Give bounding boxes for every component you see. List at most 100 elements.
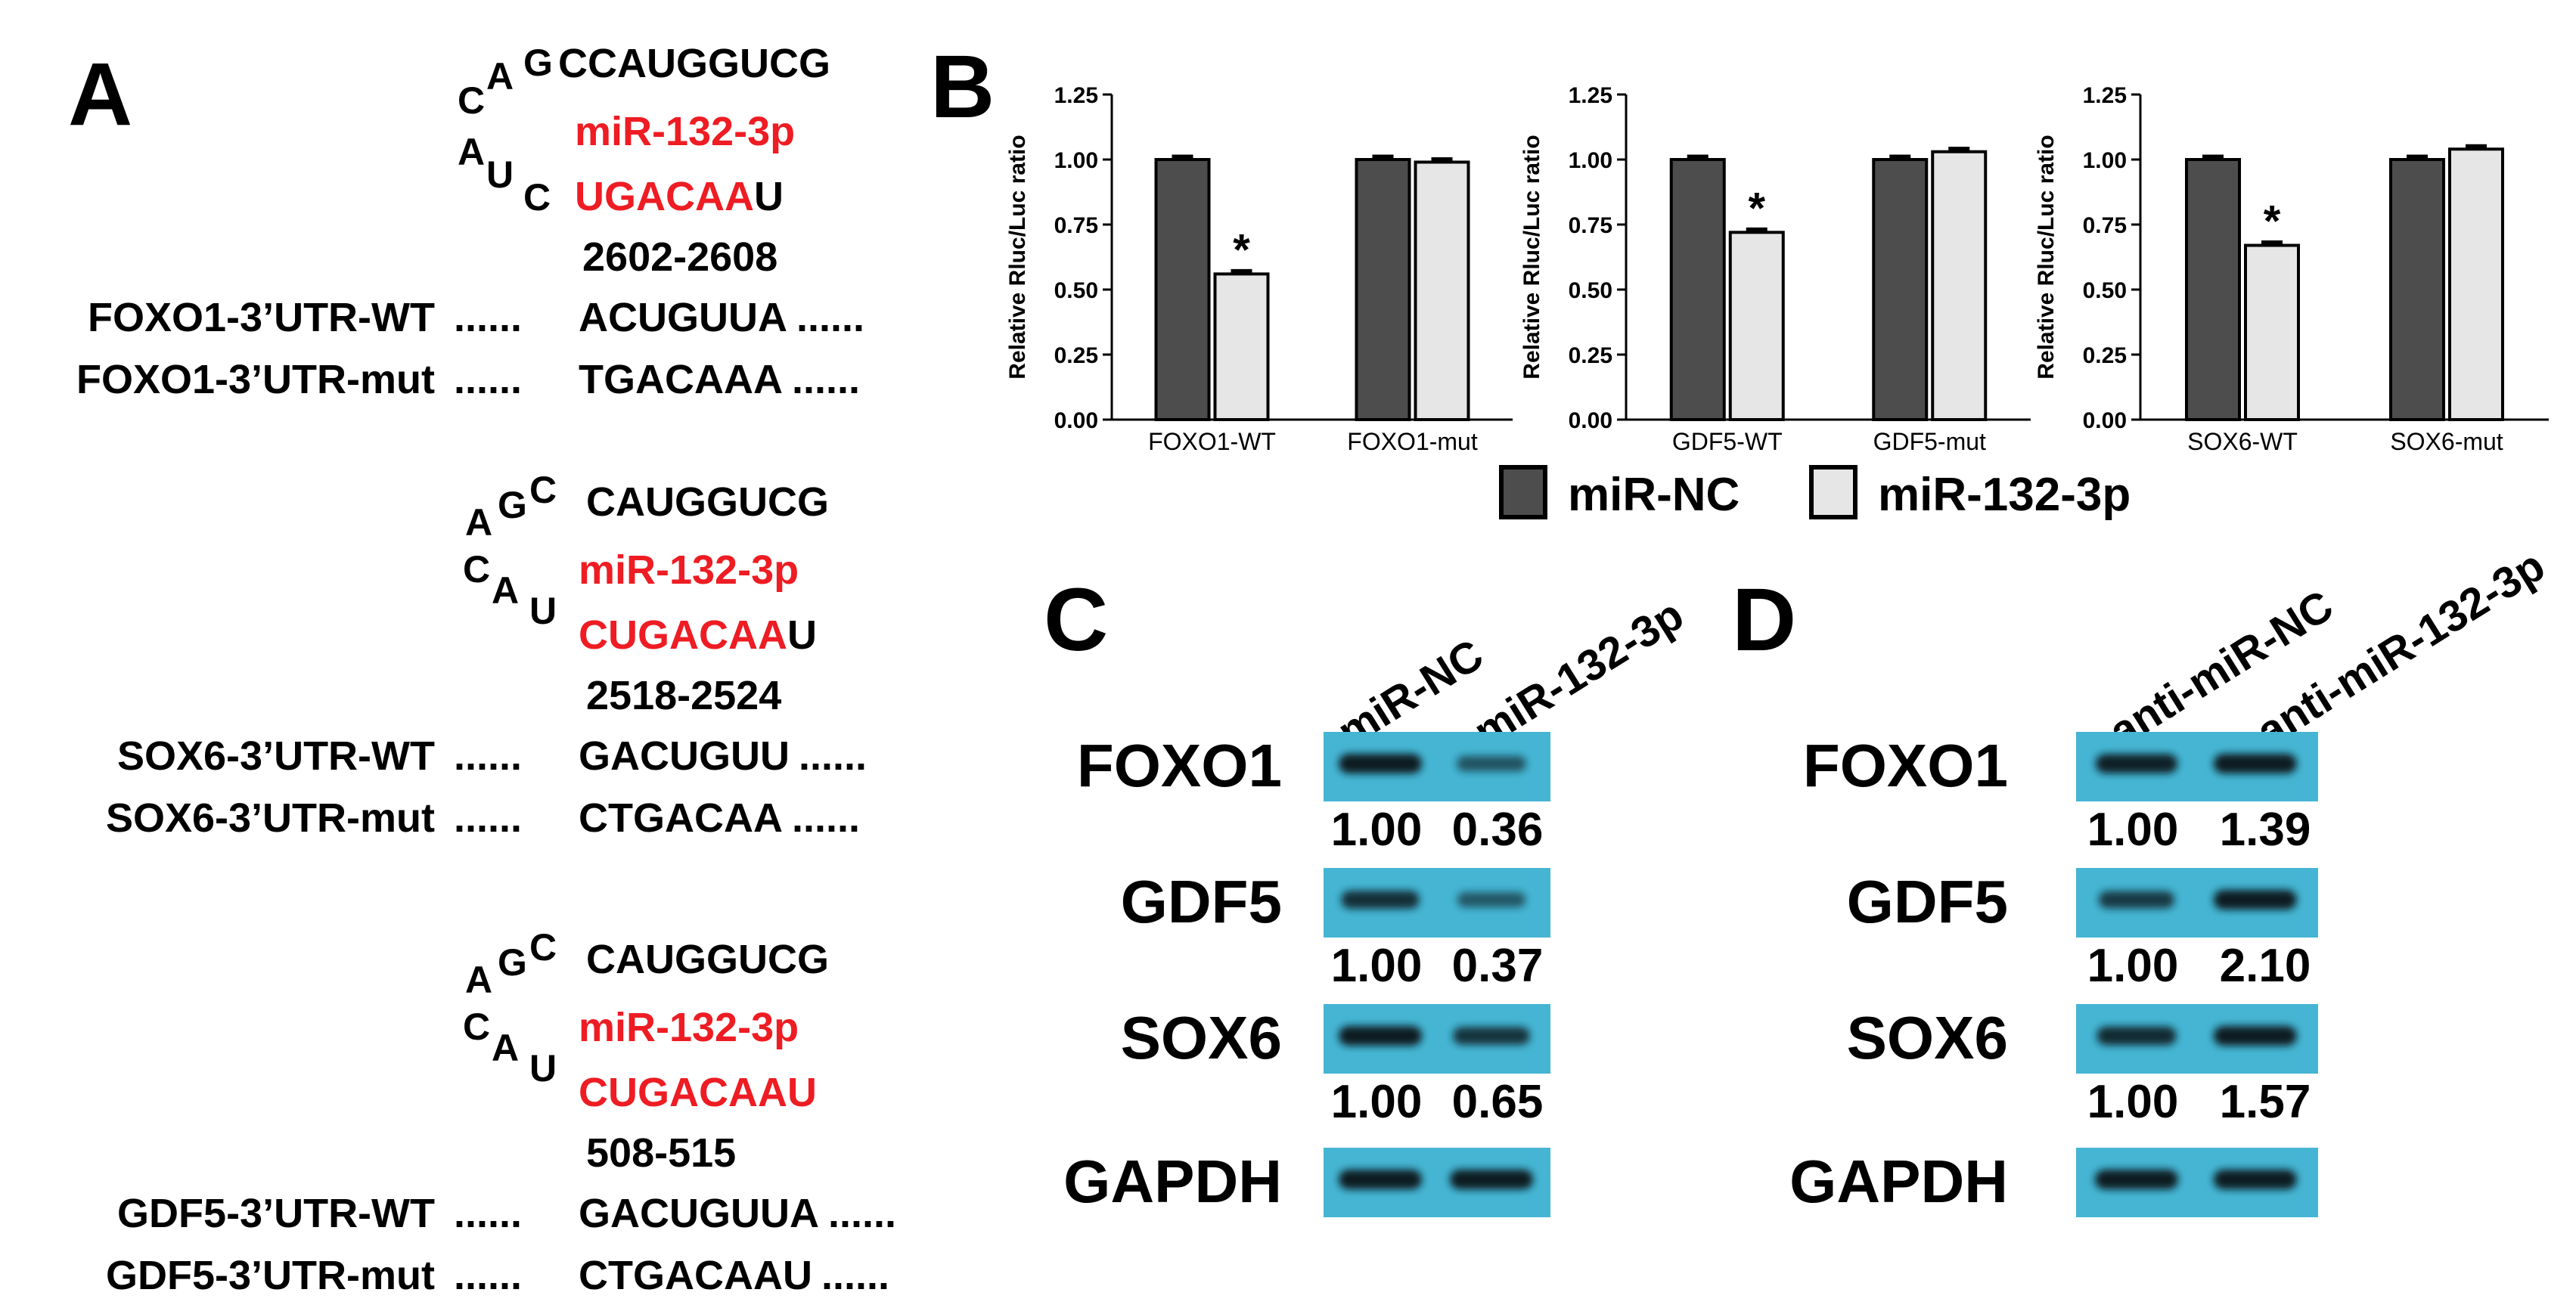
dots: ...... (454, 357, 522, 402)
x-tick-label: GDF5-mut (1873, 428, 1986, 455)
bar (1728, 231, 1785, 421)
protein-label: GAPDH (1789, 1148, 2008, 1215)
band-intensity-value: 1.00 (2087, 804, 2179, 856)
y-tick-label: 0.50 (1569, 278, 1612, 303)
mirna-top-sequence: CCAUGGUCG (558, 41, 830, 86)
mut-label: SOX6-3’UTR-mut (106, 795, 435, 841)
dots: ...... (454, 733, 522, 779)
y-tick-label: 0.75 (1054, 213, 1098, 238)
mirna-seed-sequence: CUGACAAU (579, 612, 817, 658)
mirna-seed-sequence: UGACAAU (575, 174, 784, 219)
y-tick-label: 1.25 (2083, 83, 2127, 108)
bar (1669, 158, 1726, 421)
mut-sequence: CTGACAA (579, 795, 783, 841)
binding-position: 2602-2608 (582, 234, 777, 280)
protein-label: GDF5 (1847, 868, 2008, 935)
bar (2389, 158, 2445, 421)
loop-nucleotide: C (458, 79, 485, 122)
protein-band (1339, 1026, 1422, 1046)
sequence-group: A G CC A UCAUGGUCGmiR-132-3pCUGACAAU508-515G… (106, 926, 896, 1298)
bar-chart: 0.00 0.25 0.50 0.75 1.00 1.25 Relative Rluc/Lu… (1519, 83, 2031, 455)
y-tick-label: 0.50 (1054, 278, 1098, 303)
protein-label: FOXO1 (1803, 732, 2008, 799)
bar (1414, 160, 1470, 421)
legend: miR-NC miR-132-3p (1499, 465, 2131, 521)
bar (2244, 243, 2300, 421)
protein-band (1450, 1170, 1533, 1189)
protein-band (2095, 1170, 2178, 1189)
mut-sequence: TGACAAA (579, 357, 783, 402)
loop-nucleotide: C (463, 1006, 490, 1048)
protein-band (2098, 891, 2175, 909)
protein-band (1339, 754, 1422, 773)
y-tick-label: 1.25 (1054, 83, 1098, 108)
mirna-name: miR-132-3p (579, 547, 799, 593)
blot-row: GAPDH (1063, 1148, 1550, 1217)
mut-label: FOXO1-3’UTR-mut (76, 357, 435, 402)
blot-row: GDF5 1.00 2.10 (1847, 868, 2318, 992)
y-tick-label: 1.00 (1054, 148, 1098, 173)
band-intensity-value: 1.00 (1331, 804, 1423, 856)
band-intensity-value: 2.10 (2220, 940, 2311, 992)
protein-band (2096, 1026, 2177, 1046)
protein-band (2095, 754, 2178, 773)
loop-nucleotide: U (529, 590, 557, 632)
wt-label: FOXO1-3’UTR-WT (88, 295, 435, 340)
legend-item: miR-132-3p (1809, 465, 2131, 521)
y-tick-label: 0.25 (1054, 343, 1098, 368)
blot-row: FOXO1 1.00 0.36 (1077, 732, 1550, 856)
protein-band (2213, 754, 2297, 773)
panel-b-charts: 0.00 0.25 0.50 0.75 1.00 1.25 Relative Rluc/Lu… (1005, 83, 2549, 455)
dots: ...... (454, 295, 522, 340)
bar (1213, 272, 1270, 421)
panel-label-c: C (1044, 570, 1108, 670)
loop-nucleotide: C (529, 469, 557, 511)
mut-label: GDF5-3’UTR-mut (106, 1253, 435, 1298)
mirna-top-sequence: CAUGGUCG (586, 937, 829, 982)
seed-tail: U (787, 612, 817, 658)
loop-nucleotide: A (465, 501, 492, 544)
protein-label: FOXO1 (1077, 732, 1282, 799)
dots: ...... (792, 795, 860, 841)
loop-nucleotide: G (498, 484, 527, 526)
y-tick-label: 0.25 (1569, 343, 1612, 368)
seed-tail: U (754, 174, 784, 219)
loop-nucleotide: A (465, 959, 492, 1001)
y-tick-label: 0.00 (2083, 408, 2127, 433)
blot-row: GDF5 1.00 0.37 (1121, 868, 1550, 992)
dots: ...... (828, 1191, 896, 1236)
band-intensity-value: 1.00 (1331, 940, 1423, 992)
panel-label-b: B (930, 37, 995, 137)
bar (2185, 158, 2241, 421)
protein-band (2213, 1026, 2297, 1046)
y-tick-label: 0.25 (2083, 343, 2127, 368)
seed-red: CUGACAAU (579, 1070, 817, 1115)
bar (1872, 158, 1929, 421)
x-tick-label: SOX6-WT (2187, 428, 2298, 455)
band-intensity-value: 0.65 (1452, 1076, 1544, 1128)
band-intensity-value: 1.00 (2087, 940, 2179, 992)
protein-band (1457, 755, 1526, 772)
y-tick-label: 0.50 (2083, 278, 2127, 303)
loop-nucleotide: U (486, 153, 514, 196)
x-tick-label: SOX6-mut (2390, 428, 2503, 455)
loop-nucleotide: A (486, 55, 514, 98)
loop-nucleotide: A (458, 131, 485, 173)
protein-band (1453, 1027, 1530, 1045)
blot-row: SOX6 1.00 1.57 (1847, 1004, 2318, 1128)
protein-band (1339, 1170, 1422, 1189)
dots: ...... (796, 295, 864, 340)
y-axis-label: Relative Rluc/Luc ratio (1519, 135, 1544, 379)
band-intensity-value: 1.00 (1331, 1076, 1423, 1128)
y-tick-label: 1.25 (1569, 83, 1612, 108)
y-tick-label: 0.75 (2083, 213, 2127, 238)
wt-sequence: GACUGUUA (579, 1191, 819, 1236)
mirna-top-sequence: CAUGGUCG (586, 479, 829, 525)
x-tick-label: FOXO1-WT (1148, 428, 1276, 455)
y-axis-label: Relative Rluc/Luc ratio (2034, 135, 2059, 379)
lane-label: miR-132-3p (1465, 590, 1692, 757)
dots: ...... (821, 1253, 889, 1298)
